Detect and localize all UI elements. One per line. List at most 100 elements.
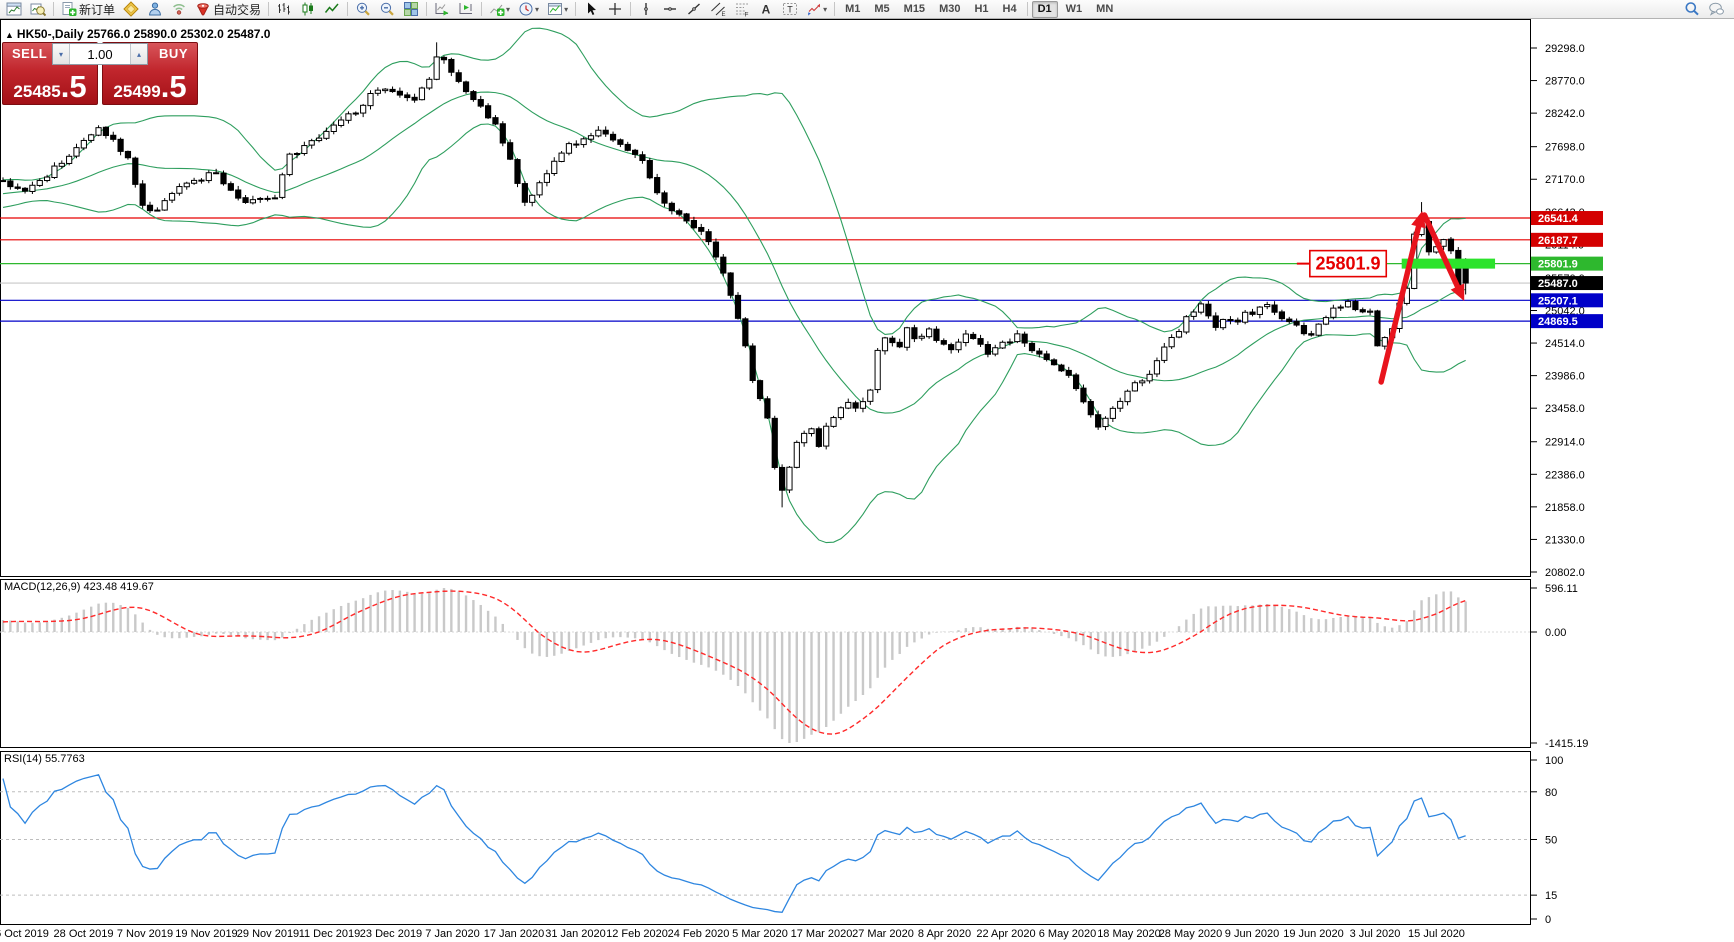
indicators-button[interactable]: ▾ <box>486 0 513 19</box>
horizontal-level-lines[interactable] <box>0 217 1530 322</box>
profiles-button[interactable] <box>27 0 49 19</box>
svg-text:T: T <box>787 5 793 15</box>
date-axis[interactable]: 6 Oct 2019 28 Oct 2019 7 Nov 2019 19 Nov 20… <box>0 928 1465 940</box>
toolbar-separator <box>347 2 349 16</box>
svg-text:29 Nov 2019: 29 Nov 2019 <box>237 928 299 940</box>
bollinger-bands <box>2 27 1466 544</box>
svg-text:29298.0: 29298.0 <box>1545 43 1585 55</box>
svg-text:18 May 2020: 18 May 2020 <box>1097 928 1161 940</box>
market-button[interactable] <box>144 0 166 19</box>
tf-m5[interactable]: M5 <box>874 3 890 15</box>
toolbar-separator <box>1026 2 1028 16</box>
trendline-button[interactable] <box>683 0 705 19</box>
volume-decrease-button[interactable]: ▾ <box>53 44 70 64</box>
auto-scroll-button[interactable] <box>431 0 453 19</box>
macd-pane <box>0 588 1530 743</box>
sell-button[interactable]: SELL 25485.5 <box>2 42 98 105</box>
sell-price: 25485.5 <box>13 69 87 104</box>
svg-text:6 Oct 2019: 6 Oct 2019 <box>0 928 49 940</box>
svg-text:23458.0: 23458.0 <box>1545 403 1585 415</box>
crosshair-button[interactable] <box>604 0 626 19</box>
toolbar-separator <box>426 2 428 16</box>
vertical-line-button[interactable] <box>635 0 657 19</box>
tf-m1[interactable]: M1 <box>845 3 861 15</box>
rsi-pane <box>0 773 1530 913</box>
svg-text:22 Apr 2020: 22 Apr 2020 <box>976 928 1035 940</box>
tf-h1[interactable]: H1 <box>974 3 989 15</box>
fibonacci-button[interactable]: F <box>731 0 753 19</box>
svg-text:12 Feb 2020: 12 Feb 2020 <box>606 928 668 940</box>
bollinger-lower <box>2 123 1466 544</box>
toolbar-separator <box>630 2 632 16</box>
macd-label: MACD(12,26,9) 423.48 419.67 <box>4 581 154 593</box>
signals-button[interactable] <box>168 0 190 19</box>
chart-shift-button[interactable] <box>455 0 477 19</box>
tf-m15[interactable]: M15 <box>903 3 926 15</box>
svg-text:25487.0: 25487.0 <box>1538 278 1578 290</box>
tf-h4[interactable]: H4 <box>1002 3 1017 15</box>
cursor-button[interactable] <box>580 0 602 19</box>
svg-text:25207.1: 25207.1 <box>1538 295 1578 307</box>
svg-text:3 Jul 2020: 3 Jul 2020 <box>1350 928 1401 940</box>
svg-text:7 Nov 2019: 7 Nov 2019 <box>117 928 173 940</box>
svg-text:27 Mar 2020: 27 Mar 2020 <box>852 928 914 940</box>
tile-windows-button[interactable] <box>400 0 422 19</box>
arrows-tool-button[interactable]: ▾ <box>803 0 830 19</box>
collapse-triangle-icon[interactable]: ▲ <box>5 30 14 40</box>
svg-text:7 Jan 2020: 7 Jan 2020 <box>425 928 479 940</box>
bar-chart-button[interactable] <box>273 0 295 19</box>
price-callout[interactable]: 25801.9 <box>1296 249 1388 278</box>
new-order-button[interactable]: 新订单 <box>58 0 118 19</box>
tf-d1[interactable]: D1 <box>1031 0 1058 18</box>
periods-button[interactable]: ▾ <box>515 0 542 19</box>
svg-text:25801.9: 25801.9 <box>1538 259 1578 271</box>
volume-value[interactable]: 1.00 <box>87 46 113 62</box>
svg-text:11 Dec 2019: 11 Dec 2019 <box>299 928 361 940</box>
trend-arrows[interactable] <box>1378 211 1465 385</box>
chart-title: ▲ HK50-,Daily 25766.0 25890.0 25302.0 254… <box>5 27 270 41</box>
new-chart-button[interactable] <box>3 0 25 19</box>
horizontal-line-button[interactable] <box>659 0 681 19</box>
svg-text:A: A <box>762 3 771 17</box>
templates-button[interactable]: ▾ <box>544 0 571 19</box>
resistance-line-2-tag <box>1531 232 1603 247</box>
volume-stepper: ▾ 1.00 ▴ <box>52 43 148 65</box>
volume-increase-button[interactable]: ▴ <box>130 44 147 64</box>
tf-mn[interactable]: MN <box>1096 3 1114 15</box>
svg-text:28242.0: 28242.0 <box>1545 108 1585 120</box>
svg-text:17 Jan 2020: 17 Jan 2020 <box>484 928 545 940</box>
svg-text:28 Oct 2019: 28 Oct 2019 <box>54 928 114 940</box>
search-button[interactable] <box>1681 0 1703 19</box>
tf-m30[interactable]: M30 <box>939 3 961 15</box>
line-chart-button[interactable] <box>321 0 343 19</box>
price-callout-text: 25801.9 <box>1316 254 1381 274</box>
metaeditor-button[interactable] <box>120 0 142 19</box>
text-label-button[interactable]: T <box>779 0 801 19</box>
svg-text:80: 80 <box>1545 787 1557 799</box>
candle-chart-button[interactable] <box>297 0 319 19</box>
svg-text:15: 15 <box>1545 890 1557 902</box>
algo-trading-button[interactable]: 自动交易 <box>192 0 264 19</box>
tf-w1[interactable]: W1 <box>1065 3 1083 15</box>
equidistant-channel-button[interactable]: E <box>707 0 729 19</box>
bollinger-upper <box>2 27 1466 335</box>
zoom-out-button[interactable] <box>376 0 398 19</box>
chat-button[interactable] <box>1705 0 1727 19</box>
zoom-in-button[interactable] <box>352 0 374 19</box>
toolbar-separator <box>481 2 483 16</box>
toolbar-separator <box>53 2 54 16</box>
svg-text:23 Dec 2019: 23 Dec 2019 <box>360 928 422 940</box>
svg-text:6 May 2020: 6 May 2020 <box>1039 928 1096 940</box>
svg-text:21330.0: 21330.0 <box>1545 534 1585 546</box>
svg-text:28 May 2020: 28 May 2020 <box>1159 928 1223 940</box>
svg-text:19 Jun 2020: 19 Jun 2020 <box>1283 928 1344 940</box>
svg-text:22386.0: 22386.0 <box>1545 469 1585 481</box>
svg-text:50: 50 <box>1545 835 1557 847</box>
sell-label: SELL <box>12 46 48 61</box>
rsi-label: RSI(14) 55.7763 <box>4 753 85 765</box>
svg-text:22914.0: 22914.0 <box>1545 437 1585 449</box>
text-button[interactable]: A <box>755 0 777 19</box>
svg-text:E: E <box>722 12 726 17</box>
svg-text:26541.4: 26541.4 <box>1538 213 1579 225</box>
